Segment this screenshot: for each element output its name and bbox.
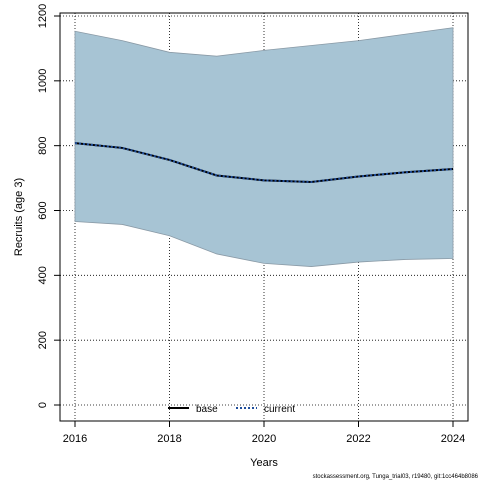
- x-tick-label: 2020: [252, 433, 276, 445]
- x-axis-label: Years: [250, 457, 278, 469]
- x-tick-label: 2022: [346, 433, 370, 445]
- legend-label-current: current: [264, 404, 295, 415]
- axes: 2016 2018 2020 2022 2024 0 200 400 600 800 1000 120…: [37, 4, 465, 445]
- series-lines: [74, 142, 454, 183]
- confidence-band-area: [74, 27, 454, 267]
- y-tick-label: 400: [37, 266, 49, 284]
- x-tick-label: 2018: [157, 433, 181, 445]
- y-tick-label: 1200: [37, 4, 49, 28]
- y-tick-label: 600: [37, 201, 49, 219]
- confidence-band: [74, 27, 454, 267]
- legend-label-base: base: [196, 404, 218, 415]
- x-tick-label: 2016: [63, 433, 87, 445]
- series-line-current: [74, 142, 454, 183]
- y-tick-label: 800: [37, 136, 49, 154]
- y-tick-label: 200: [37, 331, 49, 349]
- y-tick-label: 0: [37, 402, 49, 408]
- legend: base current: [168, 404, 295, 415]
- y-tick-label: 1000: [37, 69, 49, 93]
- y-axis-label: Recruits (age 3): [13, 178, 25, 256]
- x-tick-label: 2024: [441, 433, 465, 445]
- footer-text: stockassessment.org, Tunga_trial03, r194…: [313, 474, 479, 480]
